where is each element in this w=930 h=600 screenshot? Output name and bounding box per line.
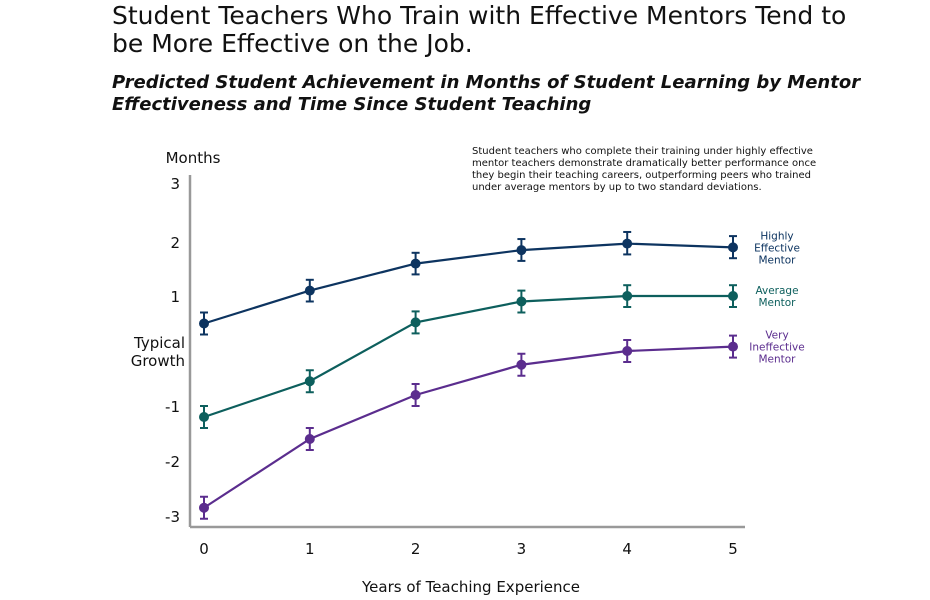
y-tick-label-typical-growth: Growth (131, 352, 185, 370)
series-label: Average (755, 285, 798, 297)
data-point (516, 359, 527, 370)
data-point (516, 296, 527, 307)
y-axis-label: Months (166, 149, 221, 167)
x-tick-label: 0 (199, 540, 209, 558)
x-tick-label: 5 (728, 540, 738, 558)
series-label: Mentor (758, 297, 796, 309)
data-point (410, 317, 421, 328)
data-point (622, 291, 633, 301)
y-tick-label: -2 (165, 453, 180, 471)
series-label: Effective (754, 242, 800, 254)
chart-subtitle: Predicted Student Achievement in Months … (112, 72, 861, 115)
series-label: Mentor (758, 254, 796, 266)
series-line (203, 345, 734, 509)
y-tick-label: -3 (165, 508, 180, 526)
data-point (622, 238, 633, 249)
x-tick-label: 4 (622, 540, 632, 558)
data-point (622, 346, 633, 356)
data-point (728, 291, 738, 301)
x-tick-label: 2 (411, 540, 421, 558)
series-line (203, 242, 734, 325)
y-tick-label: 3 (170, 175, 180, 193)
chart-annotation: Student teachers who complete their trai… (472, 146, 817, 193)
series-label: Ineffective (749, 342, 804, 354)
series-layer: HighlyEffectiveMentorAverageMentorVeryIn… (199, 230, 805, 520)
data-point (410, 390, 421, 400)
series-label: Very (765, 330, 788, 342)
data-point (199, 318, 209, 329)
x-tick-label: 1 (305, 540, 315, 558)
data-point (728, 242, 738, 253)
series-label: Mentor (758, 354, 796, 366)
data-point (199, 502, 209, 513)
data-point (304, 376, 315, 387)
data-point (304, 285, 315, 296)
y-tick-label: 1 (170, 288, 180, 306)
data-point (304, 434, 315, 444)
data-point (199, 412, 209, 422)
y-tick-label: 2 (170, 234, 180, 252)
series-line (203, 294, 733, 419)
series-label: Highly (760, 230, 793, 242)
data-point (516, 245, 527, 256)
x-tick-label: 3 (517, 540, 527, 558)
chart-title: Student Teachers Who Train with Effectiv… (112, 1, 847, 58)
y-tick-label: -1 (165, 398, 180, 416)
y-tick-label-typical-growth: Typical (133, 334, 185, 352)
data-point (728, 341, 738, 352)
x-axis-label: Years of Teaching Experience (361, 578, 580, 596)
data-point (410, 258, 421, 269)
